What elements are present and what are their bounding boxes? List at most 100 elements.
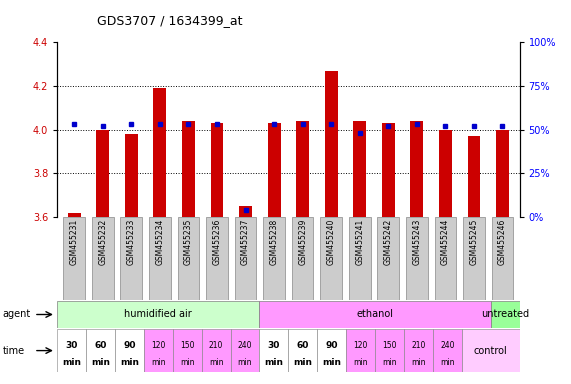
Bar — [182, 121, 195, 217]
Bar — [115, 329, 144, 372]
Bar — [206, 217, 228, 300]
Text: GSM455234: GSM455234 — [155, 218, 164, 265]
Bar — [433, 329, 462, 372]
Bar — [211, 123, 223, 217]
Bar — [154, 88, 166, 217]
Text: GSM455246: GSM455246 — [498, 218, 507, 265]
Bar — [462, 329, 520, 372]
Bar — [292, 217, 313, 300]
Text: min: min — [382, 358, 397, 367]
Bar — [231, 329, 259, 372]
Bar — [92, 217, 114, 300]
Bar — [144, 329, 173, 372]
Bar — [349, 217, 371, 300]
Bar — [63, 217, 85, 300]
Text: GSM455243: GSM455243 — [412, 218, 421, 265]
Text: agent: agent — [3, 310, 31, 319]
Text: humidified air: humidified air — [124, 310, 192, 319]
Bar — [490, 301, 520, 328]
Bar — [235, 217, 256, 300]
Text: GSM455238: GSM455238 — [270, 218, 279, 265]
Text: min: min — [91, 358, 110, 367]
Text: min: min — [238, 358, 252, 367]
Bar — [57, 329, 86, 372]
Bar — [411, 121, 423, 217]
Text: 210: 210 — [209, 341, 223, 350]
Bar — [463, 217, 485, 300]
Bar — [296, 121, 309, 217]
Text: GSM455244: GSM455244 — [441, 218, 450, 265]
Bar — [57, 301, 259, 328]
Text: min: min — [151, 358, 166, 367]
Text: min: min — [62, 358, 81, 367]
Bar — [68, 213, 81, 217]
Text: GSM455241: GSM455241 — [355, 218, 364, 265]
Text: GDS3707 / 1634399_at: GDS3707 / 1634399_at — [97, 14, 243, 27]
Text: 30: 30 — [268, 341, 280, 350]
Bar — [178, 217, 199, 300]
Text: 240: 240 — [238, 341, 252, 350]
Text: min: min — [209, 358, 223, 367]
Text: 210: 210 — [411, 341, 425, 350]
Bar — [317, 329, 346, 372]
Bar — [382, 123, 395, 217]
Bar — [259, 329, 288, 372]
Text: 150: 150 — [382, 341, 397, 350]
Bar — [202, 329, 231, 372]
Text: time: time — [3, 346, 25, 356]
Text: 150: 150 — [180, 341, 195, 350]
Bar — [288, 329, 317, 372]
Text: GSM455239: GSM455239 — [298, 218, 307, 265]
Text: GSM455242: GSM455242 — [384, 218, 393, 265]
Bar — [375, 329, 404, 372]
Bar — [325, 71, 337, 217]
Bar — [346, 329, 375, 372]
Bar — [172, 329, 202, 372]
Text: 30: 30 — [65, 341, 78, 350]
Bar — [125, 134, 138, 217]
Bar — [435, 217, 456, 300]
Bar — [492, 217, 513, 300]
Text: 120: 120 — [353, 341, 368, 350]
Text: min: min — [411, 358, 426, 367]
Text: min: min — [293, 358, 312, 367]
Bar — [259, 301, 490, 328]
Text: min: min — [440, 358, 455, 367]
Bar — [263, 217, 285, 300]
Bar — [96, 130, 109, 217]
Text: min: min — [322, 358, 341, 367]
Bar — [320, 217, 342, 300]
Bar — [239, 206, 252, 217]
Text: min: min — [120, 358, 139, 367]
Text: ethanol: ethanol — [356, 310, 393, 319]
Text: control: control — [474, 346, 508, 356]
Text: min: min — [264, 358, 283, 367]
Bar — [377, 217, 399, 300]
Text: GSM455236: GSM455236 — [212, 218, 222, 265]
Text: min: min — [353, 358, 368, 367]
Text: GSM455233: GSM455233 — [127, 218, 136, 265]
Text: 60: 60 — [296, 341, 309, 350]
Bar — [149, 217, 171, 300]
Text: GSM455237: GSM455237 — [241, 218, 250, 265]
Text: GSM455235: GSM455235 — [184, 218, 193, 265]
Bar — [404, 329, 433, 372]
Text: GSM455240: GSM455240 — [327, 218, 336, 265]
Text: untreated: untreated — [481, 310, 529, 319]
Bar — [406, 217, 428, 300]
Text: 90: 90 — [123, 341, 136, 350]
Bar — [120, 217, 142, 300]
Text: GSM455232: GSM455232 — [98, 218, 107, 265]
Text: 90: 90 — [325, 341, 338, 350]
Bar — [86, 329, 115, 372]
Text: min: min — [180, 358, 195, 367]
Bar — [439, 130, 452, 217]
Bar — [468, 136, 480, 217]
Text: GSM455245: GSM455245 — [469, 218, 478, 265]
Bar — [353, 121, 366, 217]
Text: GSM455231: GSM455231 — [70, 218, 79, 265]
Text: 60: 60 — [94, 341, 107, 350]
Bar — [496, 130, 509, 217]
Bar — [268, 123, 280, 217]
Text: 240: 240 — [440, 341, 455, 350]
